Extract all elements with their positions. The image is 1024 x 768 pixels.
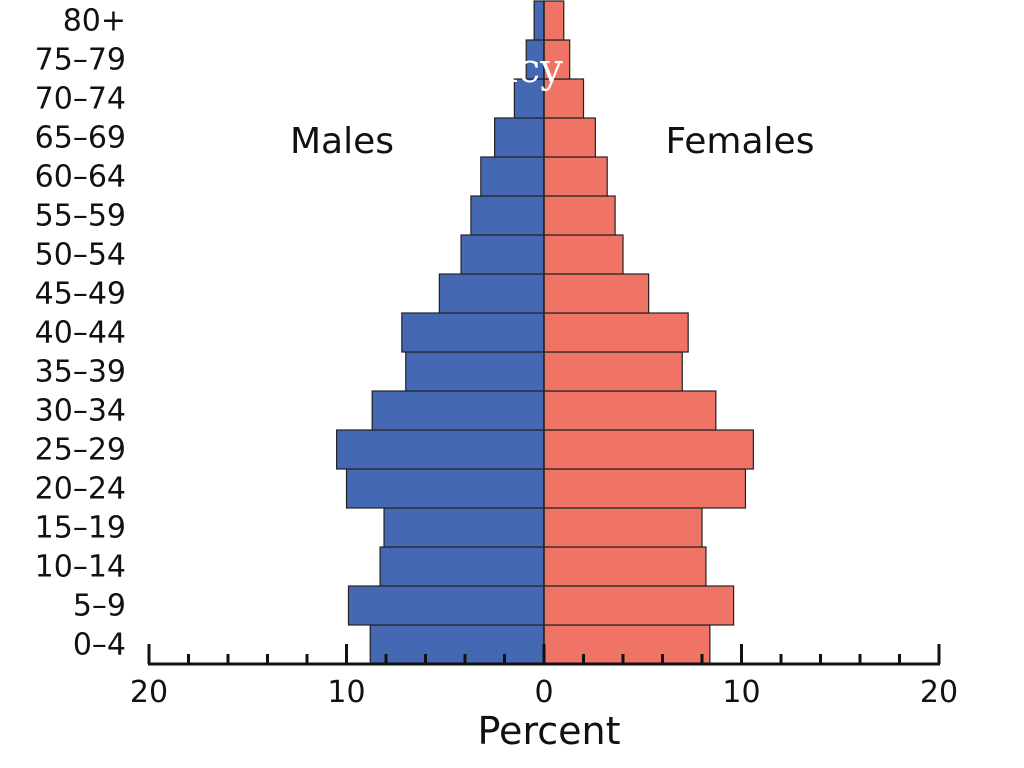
age-group-label: 45–49 [35, 277, 126, 312]
x-tick-label: 10 [327, 675, 365, 710]
age-group-label: 15–19 [35, 511, 126, 546]
female-bar [543, 546, 707, 587]
male-bar [345, 468, 545, 509]
age-group-label: 65–69 [35, 121, 126, 156]
male-bar [533, 0, 545, 41]
age-group-label: 35–39 [35, 355, 126, 390]
male-bar [470, 195, 545, 236]
female-bar [543, 312, 689, 353]
age-group-label: 55–59 [35, 199, 126, 234]
male-bar [336, 429, 545, 470]
female-bar [543, 39, 571, 80]
female-bar [543, 234, 624, 275]
male-bar [494, 117, 545, 158]
age-group-label: 75–79 [35, 43, 126, 78]
male-bar [480, 156, 545, 197]
male-bar [379, 546, 545, 587]
x-axis: 20 10 0 10 20 [130, 644, 958, 710]
male-bar [405, 351, 545, 392]
males-series-label: Males [290, 121, 394, 162]
female-bar [543, 429, 754, 470]
male-bar [438, 273, 545, 314]
female-bar [543, 273, 650, 314]
male-bar [347, 585, 545, 626]
age-group-label: 5–9 [73, 589, 126, 624]
age-group-label: 80+ [63, 4, 126, 39]
female-bar [543, 78, 585, 119]
age-group-label: 30–34 [35, 394, 126, 429]
age-group-label: 70–74 [35, 82, 126, 117]
female-bar [543, 468, 747, 509]
x-tick-label: 10 [722, 675, 760, 710]
male-bar [401, 312, 545, 353]
female-bar [543, 390, 717, 431]
male-bar [371, 390, 545, 431]
male-bar [513, 78, 545, 119]
female-bar [543, 507, 703, 548]
female-bar [543, 585, 735, 626]
age-group-label: 60–64 [35, 160, 126, 195]
bars-layer [336, 0, 754, 665]
age-group-labels: 0–4 5–9 10–14 15–19 20–24 25–29 30–34 35–39 40–4… [35, 4, 126, 663]
x-tick-label: 0 [534, 675, 553, 710]
x-axis-title: Percent [478, 709, 621, 753]
watermark-annotation: icy [505, 46, 563, 92]
male-bar [369, 624, 545, 665]
female-bar [543, 0, 565, 41]
male-bar [383, 507, 545, 548]
female-bar [543, 195, 616, 236]
female-bar [543, 156, 608, 197]
x-tick-label: 20 [920, 675, 958, 710]
age-group-label: 25–29 [35, 433, 126, 468]
male-bar [460, 234, 545, 275]
females-series-label: Females [666, 121, 815, 162]
age-group-label: 10–14 [35, 550, 126, 585]
age-group-label: 50–54 [35, 238, 126, 273]
female-bar [543, 351, 683, 392]
x-tick-label: 20 [130, 675, 168, 710]
female-bar [543, 117, 596, 158]
age-group-label: 0–4 [73, 628, 126, 663]
female-bar [543, 624, 711, 665]
age-group-label: 40–44 [35, 316, 126, 351]
age-group-label: 20–24 [35, 472, 126, 507]
